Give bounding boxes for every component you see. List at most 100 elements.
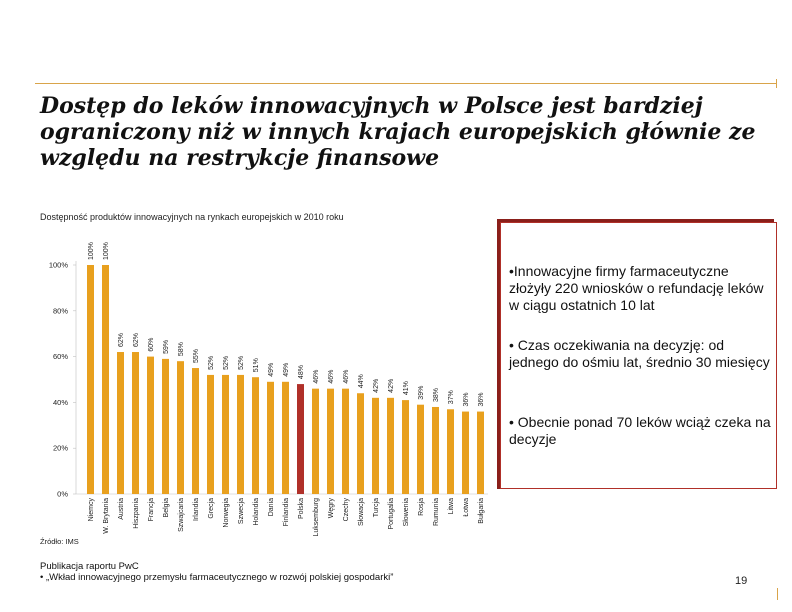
bar-litwa [447,409,454,494]
bar-value-label: 52% [238,356,245,370]
category-label: Szwajcaria [178,498,185,532]
y-tick-label: 40% [53,398,68,407]
bar-value-label: 62% [133,333,140,347]
bar-value-label: 38% [433,388,440,402]
bar-słowacja [357,393,364,494]
callout-item-3: • Obecnie ponad 70 leków wciąż czeka na … [509,414,771,447]
category-label: Turcja [373,498,380,517]
category-label: Norwegia [223,498,230,528]
bar-value-label: 36% [478,393,485,407]
bar-value-label: 42% [373,379,380,393]
y-tick-label: 0% [57,490,68,499]
category-label: Dania [268,498,275,516]
bar-czechy [342,388,349,494]
bar-value-label: 100% [88,242,95,260]
bar-value-label: 36% [463,393,470,407]
bar-finlandia [282,381,289,494]
bar-w-brytania [102,265,109,494]
bar-francja [147,356,154,494]
category-label: Austria [118,498,125,520]
bar-holandia [252,377,259,494]
bar-łotwa [462,411,469,494]
bar-szwecja [237,374,244,494]
bar-luksemburg [312,388,319,494]
bar-węgry [327,388,334,494]
category-label: Belgia [163,498,170,518]
y-tick-label: 80% [53,306,68,315]
category-label: Niemcy [88,498,95,522]
bar-value-label: 100% [103,242,110,260]
bar-dania [267,381,274,494]
bar-grecja [207,374,214,494]
top-rule [35,83,777,84]
bar-irlandia [192,368,199,494]
bar-value-label: 44% [358,374,365,388]
y-tick-label: 60% [53,352,68,361]
bar-norwegia [222,374,229,494]
page-number: 19 [735,575,748,587]
top-rule-tick [776,79,777,88]
category-label: Bułgaria [478,498,485,524]
category-label: Szwecja [238,498,245,524]
page-title: Dostęp do leków innowacyjnych w Polsce j… [40,93,756,171]
category-label: Hiszpania [133,498,140,529]
y-tick-label: 100% [49,261,69,270]
bar-portugalia [387,397,394,494]
bar-value-label: 48% [298,365,305,379]
bar-value-label: 46% [328,370,335,384]
category-label: Czechy [343,498,350,522]
callout-box: •Innowacyjne firmy farmaceutyczne złożył… [500,222,777,489]
bar-value-label: 59% [163,340,170,354]
callout-item-2: • Czas oczekiwania na decyzję: od jedneg… [509,337,770,370]
bar-value-label: 46% [313,370,320,384]
bar-value-label: 49% [268,363,275,377]
category-label: W. Brytania [103,498,110,534]
bar-niemcy [87,265,94,494]
bar-rumunia [432,406,439,494]
bar-value-label: 49% [283,363,290,377]
source-note: Źródło: IMS [40,537,79,546]
bar-value-label: 51% [253,358,260,372]
publication-note: Publikacja raportu PwC • „Wkład innowacy… [40,561,393,583]
callout-item-1: •Innowacyjne firmy farmaceutyczne złożył… [509,263,764,313]
bar-value-label: 37% [448,390,455,404]
category-label: Rumunia [433,498,440,526]
chart-title: Dostępność produktów innowacyjnych na ry… [40,212,344,222]
bar-austria [117,352,124,494]
bar-szwajcaria [177,361,184,494]
category-label: Holandia [253,498,260,526]
category-label: Portugalia [388,498,395,530]
bar-belgia [162,358,169,494]
bar-value-label: 46% [343,370,350,384]
bar-turcja [372,397,379,494]
bar-polska [297,384,304,494]
category-label: Słowacja [358,498,365,526]
bottom-rule-tick [777,588,778,600]
category-label: Rosja [418,498,425,516]
category-label: Łotwa [463,498,470,517]
y-tick-label: 20% [53,444,68,453]
bar-value-label: 39% [418,386,425,400]
bar-bułgaria [477,411,484,494]
bar-hiszpania [132,352,139,494]
publication-heading: Publikacja raportu PwC [40,561,139,572]
category-label: Węgry [328,498,335,519]
bar-value-label: 60% [148,338,155,352]
bar-value-label: 58% [178,342,185,356]
bar-value-label: 62% [118,333,125,347]
category-label: Luksemburg [313,498,320,537]
category-label: Grecja [208,498,215,519]
category-label: Polska [298,498,305,519]
bar-value-label: 52% [223,356,230,370]
bar-value-label: 52% [208,356,215,370]
bar-słowenia [402,400,409,494]
bar-rosja [417,404,424,494]
category-label: Słowenia [403,498,410,527]
category-label: Litwa [448,498,455,514]
bar-value-label: 55% [193,349,200,363]
category-label: Finlandia [283,498,290,527]
bar-value-label: 42% [388,379,395,393]
category-label: Francja [148,498,155,521]
publication-line: • „Wkład innowacyjnego przemysłu farmace… [40,572,394,583]
